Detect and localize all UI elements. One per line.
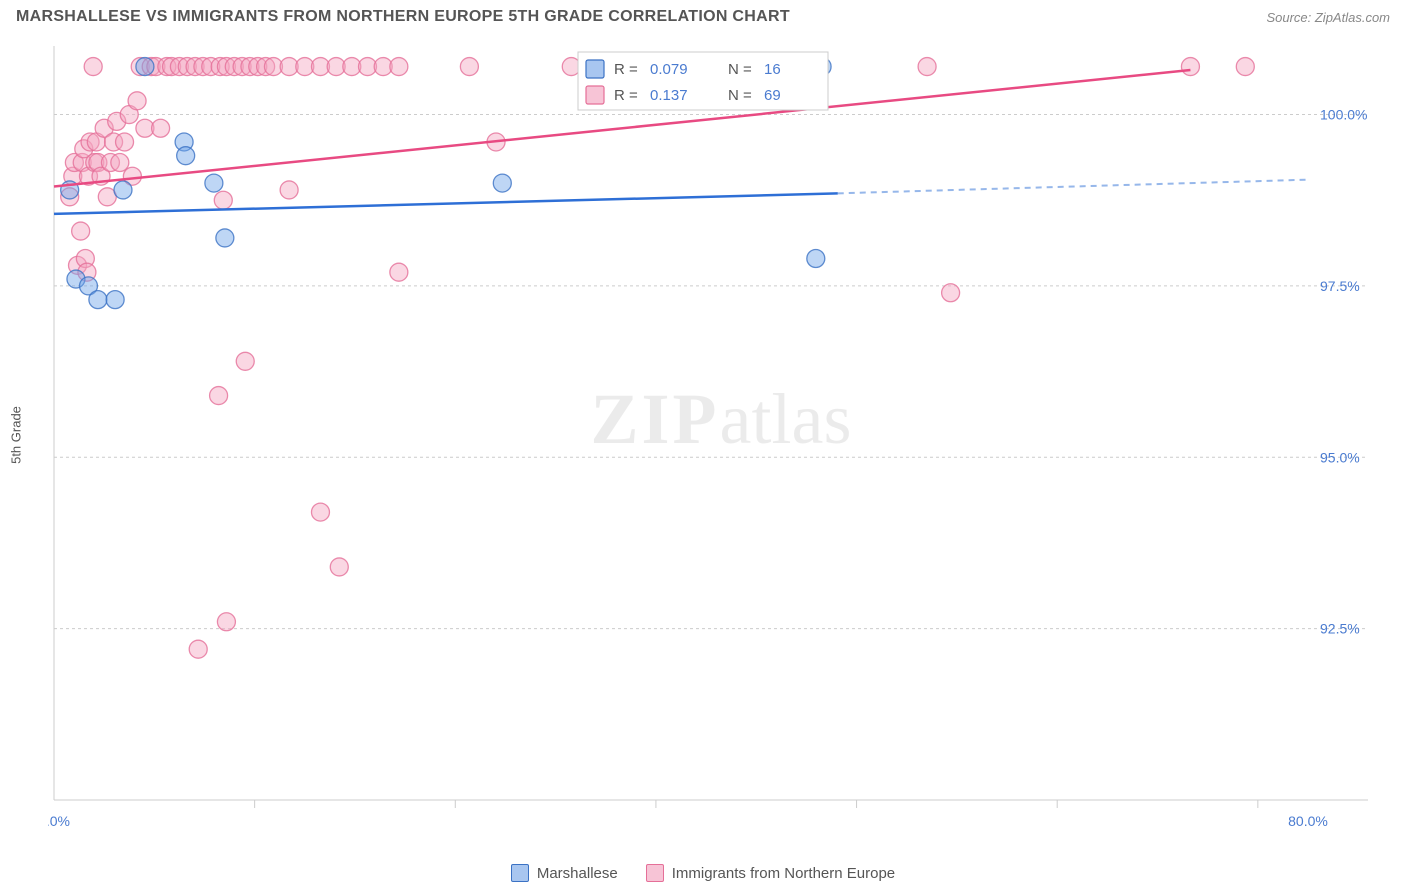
bottom-legend: Marshallese Immigrants from Northern Eur… <box>0 864 1406 882</box>
scatter-point <box>493 174 511 192</box>
scatter-point <box>311 503 329 521</box>
scatter-point <box>214 191 232 209</box>
y-tick-label: 92.5% <box>1320 621 1360 637</box>
legend-r-label: R = <box>614 61 638 78</box>
legend-r-label: R = <box>614 87 638 104</box>
legend-n-value: 16 <box>764 61 781 78</box>
scatter-point <box>114 181 132 199</box>
y-tick-label: 97.5% <box>1320 278 1360 294</box>
scatter-point <box>210 387 228 405</box>
header: MARSHALLESE VS IMMIGRANTS FROM NORTHERN … <box>0 0 1406 30</box>
trend-line-blue-dash <box>838 180 1308 194</box>
watermark: ZIPatlas <box>591 379 852 459</box>
scatter-point <box>217 613 235 631</box>
scatter-point <box>106 291 124 309</box>
legend-label: Immigrants from Northern Europe <box>672 865 895 882</box>
scatter-point <box>89 291 107 309</box>
scatter-point <box>918 58 936 76</box>
chart-title: MARSHALLESE VS IMMIGRANTS FROM NORTHERN … <box>16 8 790 26</box>
scatter-point <box>111 154 129 172</box>
legend-n-label: N = <box>728 61 752 78</box>
legend-label: Marshallese <box>537 865 618 882</box>
trend-line-blue <box>54 193 838 214</box>
scatter-point <box>72 222 90 240</box>
scatter-point <box>1236 58 1254 76</box>
square-icon <box>511 864 529 882</box>
scatter-point <box>152 119 170 137</box>
source-label: Source: ZipAtlas.com <box>1266 10 1390 25</box>
x-tick-label: 0.0% <box>48 813 70 829</box>
scatter-point <box>216 229 234 247</box>
y-tick-label: 100.0% <box>1320 107 1367 123</box>
scatter-point <box>116 133 134 151</box>
scatter-point <box>236 352 254 370</box>
x-tick-label: 80.0% <box>1288 813 1328 829</box>
scatter-point <box>1181 58 1199 76</box>
legend-n-label: N = <box>728 87 752 104</box>
square-icon <box>646 864 664 882</box>
y-tick-label: 95.0% <box>1320 449 1360 465</box>
square-icon <box>586 60 604 78</box>
scatter-point <box>807 249 825 267</box>
scatter-point <box>84 58 102 76</box>
scatter-point <box>128 92 146 110</box>
scatter-point <box>942 284 960 302</box>
y-axis-label: 5th Grade <box>9 406 24 464</box>
scatter-point <box>205 174 223 192</box>
legend-r-value: 0.079 <box>650 61 688 78</box>
square-icon <box>586 86 604 104</box>
legend-item-marshallese: Marshallese <box>511 864 618 882</box>
scatter-point <box>136 58 154 76</box>
scatter-point <box>177 147 195 165</box>
scatter-point <box>189 640 207 658</box>
scatter-point <box>460 58 478 76</box>
scatter-point <box>390 263 408 281</box>
legend-item-immigrants: Immigrants from Northern Europe <box>646 864 895 882</box>
scatter-point <box>280 181 298 199</box>
legend-r-value: 0.137 <box>650 87 688 104</box>
scatter-point <box>390 58 408 76</box>
chart-container: 5th Grade 92.5%95.0%97.5%100.0%0.0%80.0%… <box>48 40 1388 830</box>
scatter-point <box>330 558 348 576</box>
chart-svg: 92.5% 95.0% 97.5% 100.0% 0.0% 80.0% ZIPatlas R … <box>48 40 1388 830</box>
legend-n-value: 69 <box>764 87 781 104</box>
